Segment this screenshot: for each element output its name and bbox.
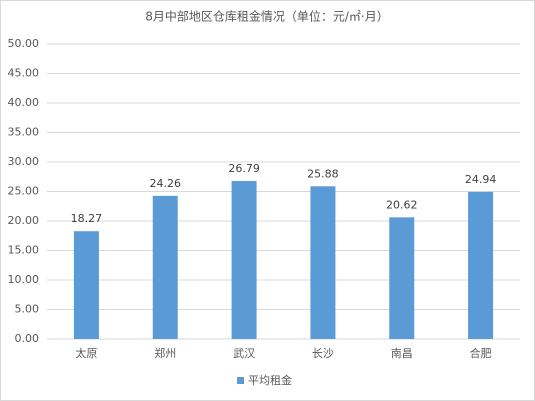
y-tick-label: 25.00 — [8, 185, 40, 198]
x-tick-label: 合肥 — [470, 346, 492, 360]
bar — [310, 186, 336, 339]
data-label: 24.26 — [150, 177, 182, 190]
x-tick-label: 太原 — [75, 347, 97, 360]
x-tick-label: 郑州 — [154, 346, 176, 360]
bar — [73, 231, 99, 339]
x-tick-label: 长沙 — [312, 347, 334, 360]
data-label: 24.94 — [465, 173, 497, 186]
data-label: 25.88 — [307, 167, 339, 180]
y-tick-label: 35.00 — [8, 126, 40, 139]
bar — [231, 180, 257, 339]
bar — [152, 195, 178, 339]
legend-swatch — [237, 377, 244, 384]
x-tick-label: 武汉 — [233, 347, 255, 360]
bar — [468, 191, 494, 339]
y-tick-label: 45.00 — [8, 67, 40, 80]
y-tick-label: 40.00 — [8, 96, 40, 109]
legend-label: 平均租金 — [248, 373, 292, 387]
y-tick-label: 50.00 — [8, 37, 40, 50]
y-tick-label: 20.00 — [8, 214, 40, 227]
y-tick-label: 30.00 — [8, 155, 40, 168]
chart-title: 8月中部地区仓库租金情况（单位：元/㎡·月） — [145, 9, 389, 24]
x-tick-label: 南昌 — [391, 347, 413, 360]
bar — [389, 217, 415, 339]
data-label: 26.79 — [228, 162, 260, 175]
y-tick-label: 5.00 — [15, 303, 40, 316]
y-tick-label: 10.00 — [8, 273, 40, 286]
y-tick-label: 0.00 — [15, 332, 40, 345]
data-label: 20.62 — [386, 198, 418, 211]
y-tick-label: 15.00 — [8, 244, 40, 257]
data-label: 18.27 — [71, 212, 103, 225]
